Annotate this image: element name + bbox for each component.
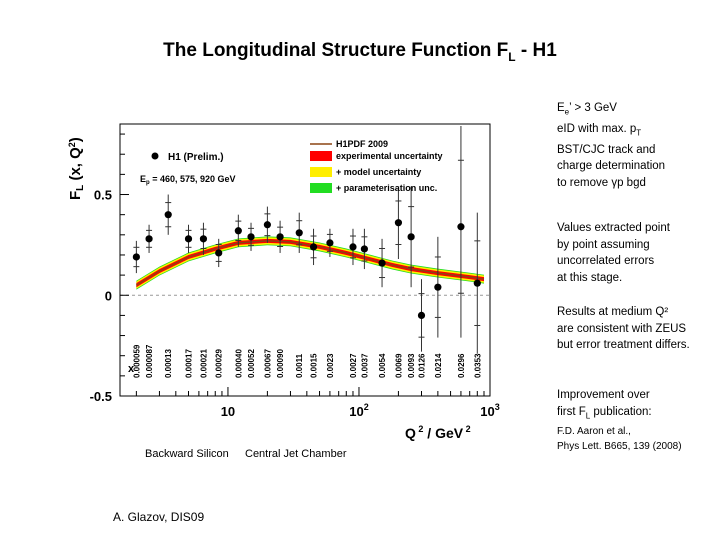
x-value-label: 0.00013 [164,349,173,378]
note-cuts-line1: Ee’ > 3 GeV [557,102,617,117]
x-value-label: 0.00067 [263,349,272,378]
data-point [164,211,172,219]
data-point [234,227,242,235]
data-point [360,245,368,253]
data-point [145,235,153,243]
x-value-label: 0.0093 [407,353,416,378]
x-value-label: 0.0011 [295,353,304,378]
backward-silicon-label: Backward Silicon [145,448,229,460]
data-point [247,233,255,241]
y-tick-label: 0 [105,288,112,303]
legend-band-param-swatch [310,183,332,193]
note-extraction: Values extracted point by point assuming… [557,222,670,284]
x-value-label: 0.00029 [215,349,224,378]
legend: H1 (Prelim.) Ep = 460, 575, 920 GeV H1PD… [140,139,443,193]
x-value-label: 0.00090 [276,349,285,378]
data-point [417,311,426,320]
x-value-label: 0.0214 [434,353,443,378]
x-value-label: 0.000087 [145,344,154,378]
reference-line1: F.D. Aaron et al., [557,426,631,438]
x-tick-label: 103 [480,402,499,419]
x-value-label: 0.0023 [326,353,335,378]
x-value-label: 0.00052 [247,349,256,378]
data-point [407,233,415,241]
x-value-label: 0.0027 [349,353,358,378]
note-cuts: Ee’ > 3 GeV eID with max. pT BST/CJC tra… [557,100,720,191]
data-point [349,243,357,251]
legend-band-param-label: + parameterisation unc. [336,183,437,193]
note-cuts-line5: to remove γp bgd [557,176,646,189]
legend-ep-label: Ep = 460, 575, 920 GeV [140,174,236,186]
data-point [326,239,334,247]
legend-band-model-label: + model uncertainty [336,167,421,177]
data-point [215,249,223,257]
band-model [136,237,485,289]
y-tick-label: 0.5 [94,188,112,203]
legend-band-exp-label: experimental uncertainty [336,151,443,161]
legend-h1-label: H1 (Prelim.) [168,152,224,163]
y-axis-title: FL (x, Q2) [67,137,86,200]
data-point [132,253,140,261]
x-value-label: 0.00021 [199,349,208,378]
x-value-label: 0.000059 [132,344,141,378]
data-point [263,221,271,229]
x-value-label: 0.0126 [417,353,426,378]
data-point [276,233,284,241]
data-point [473,279,481,287]
data-point [378,259,386,267]
note-results: Results at medium Q² are consistent with… [557,306,690,351]
y-tick-label: -0.5 [90,389,112,404]
data-point [295,229,303,237]
x-value-label: 0.0296 [457,353,466,378]
data-point [184,235,193,243]
author-footer: A. Glazov, DIS09 [113,510,205,524]
note-cuts-line3: BST/CJC track and [557,143,656,156]
x-value-label: 0.0015 [310,353,319,378]
legend-point-marker [151,152,159,160]
note-cuts-line4: charge determination [557,160,666,173]
x-value-label: 0.0054 [378,353,387,378]
slide-title: The Longitudinal Structure Function FL -… [163,40,557,64]
x-value-label: 0.0069 [394,353,403,378]
x-value-label: 0.00017 [185,349,194,378]
legend-band-exp-swatch [310,151,332,161]
data-point [457,223,465,231]
fl-plot: x0.000059 0.000087 0.00013 0.00017 0.00021 0.… [60,110,500,450]
legend-band-model-swatch [310,167,332,177]
data-point [309,243,318,251]
h1pdf-curve [136,240,485,286]
x-value-label: 0.00040 [234,349,243,378]
note-cuts-line2: eID with max. pT [557,122,642,138]
x-value-label: 0.0037 [360,353,369,378]
data-point [199,235,208,243]
x-row-label: x [128,363,135,375]
x-tick-label: 10 [221,404,235,419]
x-tick-label: 102 [349,402,368,419]
x-axis-title: Q 2 / GeV 2 [405,424,471,441]
data-point [394,219,403,227]
data-point [434,283,442,291]
central-jet-chamber-label: Central Jet Chamber [245,448,347,460]
reference-line2: Phys Lett. B665, 139 (2008) [557,441,682,453]
legend-pdf-label: H1PDF 2009 [336,139,388,149]
x-value-label: 0.0353 [473,353,482,378]
note-improvement: Improvement over first FL publication: F… [557,387,720,454]
